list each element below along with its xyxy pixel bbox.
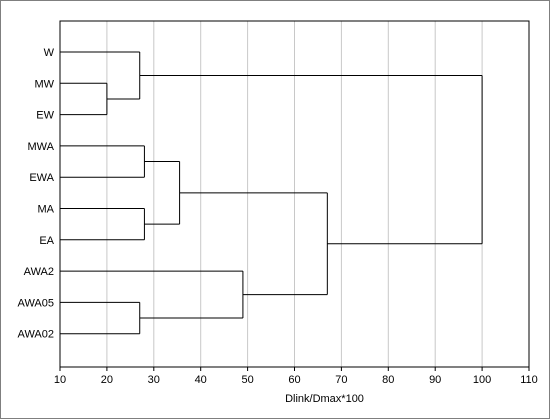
leaf-label: EW: [36, 110, 54, 122]
leaf-label: W: [44, 47, 55, 59]
dendrogram-branches: [60, 51, 483, 335]
leaf-label: AWA02: [18, 329, 54, 341]
x-tick-label: 30: [148, 374, 160, 386]
leaf-label: EA: [39, 235, 54, 247]
leaf-label: MWA: [28, 141, 55, 153]
grid-lines: [106, 21, 483, 367]
x-tick-label: 20: [101, 374, 113, 386]
x-axis-label: Dlink/Dmax*100: [285, 393, 364, 405]
x-tick-label: 110: [520, 374, 538, 386]
x-tick-label: 100: [473, 374, 491, 386]
x-tick-label: 60: [288, 374, 300, 386]
leaf-label: AWA05: [18, 297, 54, 309]
leaf-label: MA: [38, 204, 55, 216]
leaf-label: EWA: [29, 172, 54, 184]
x-tick-label: 50: [241, 374, 253, 386]
leaf-label: AWA2: [24, 266, 54, 278]
x-tick-label: 70: [335, 374, 347, 386]
x-tick-label: 80: [382, 374, 394, 386]
x-tick-label: 90: [429, 374, 441, 386]
x-axis-ticks: 10 20 30 40 50 60 70 80 90 100 110: [54, 367, 538, 386]
x-tick-label: 40: [195, 374, 207, 386]
x-tick-label: 10: [54, 374, 66, 386]
leaf-labels: W MW EW MWA EWA MA EA AWA2 AWA05 AWA02: [18, 47, 55, 341]
leaf-label: MW: [34, 78, 54, 90]
